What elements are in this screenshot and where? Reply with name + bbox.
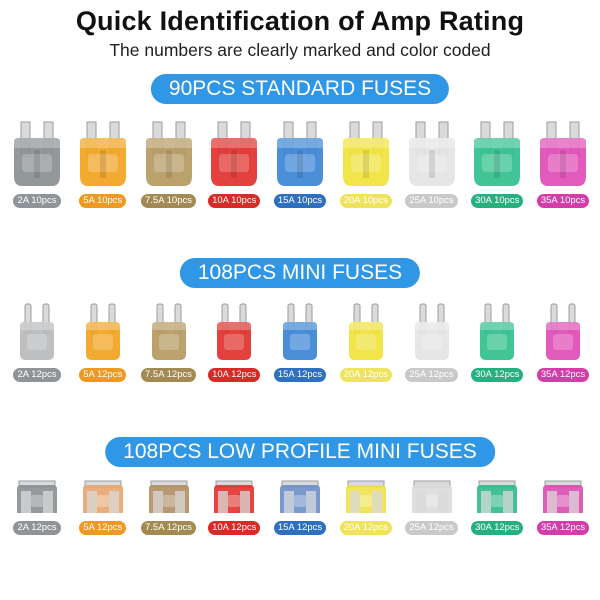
fuse-item: 25A 10pcs [401, 120, 463, 208]
fuse-rating-label: 10A 12pcs [208, 368, 261, 382]
page-subtitle: The numbers are clearly marked and color… [109, 40, 491, 60]
fuse-rating-label: 15A 12pcs [273, 368, 327, 382]
fuse-icon [210, 479, 258, 517]
fuse-icon [410, 302, 454, 364]
fuse-rating-label: 2A 12pcs [13, 521, 61, 535]
fuse-item: 30A 12pcs [466, 298, 528, 382]
fuse-rating-label: 10A 10pcs [208, 194, 261, 208]
fuse-icon [475, 302, 519, 364]
fuse-item: 5A 12pcs [72, 298, 134, 382]
fuse-icon [344, 302, 388, 364]
fuse-item: 20A 12pcs [335, 475, 397, 535]
fuse-icon [15, 302, 59, 364]
fuse-rating-label: 10A 12pcs [208, 521, 261, 535]
fuse-item: 2A 10pcs [6, 120, 68, 208]
fuse-rating-label: 25A 10pcs [405, 194, 458, 208]
fuse-icon [205, 120, 263, 190]
fuse-rating-label: 25A 12pcs [405, 368, 458, 382]
fuse-icon [539, 479, 587, 517]
fuse-item: 35A 12pcs [532, 475, 594, 535]
fuse-item: 35A 10pcs [532, 120, 594, 208]
fuse-rating-label: 35A 12pcs [536, 521, 590, 535]
page-title: Quick Identification of Amp Rating [75, 6, 525, 36]
fuse-rating-label: 20A 10pcs [339, 194, 392, 208]
fuse-icon [534, 120, 592, 190]
fuse-rating-label: 30A 12pcs [471, 368, 524, 382]
fuse-row-mini: 2A 12pcs 5A 12pcs 7.5A 12pcs 10A 12pcs 1… [6, 298, 594, 382]
fuse-rating-label: 30A 10pcs [471, 194, 524, 208]
fuse-icon [403, 120, 461, 190]
fuse-rating-label: 15A 12pcs [273, 521, 327, 535]
fuse-item: 15A 12pcs [269, 475, 331, 535]
fuse-item: 5A 12pcs [72, 475, 134, 535]
fuse-rating-label: 2A 10pcs [13, 194, 61, 208]
fuse-icon [74, 120, 132, 190]
fuse-item: 25A 12pcs [401, 298, 463, 382]
fuse-item: 10A 12pcs [203, 475, 265, 535]
fuse-rating-label: 20A 12pcs [339, 368, 392, 382]
fuse-icon [276, 479, 324, 517]
fuse-icon [337, 120, 395, 190]
fuse-item: 5A 10pcs [72, 120, 134, 208]
fuse-rating-label: 35A 10pcs [536, 194, 590, 208]
fuse-item: 30A 10pcs [466, 120, 528, 208]
fuse-rating-label: 25A 12pcs [405, 521, 458, 535]
fuse-icon [147, 302, 191, 364]
fuse-icon [468, 120, 526, 190]
fuse-icon [145, 479, 193, 517]
fuse-item: 7.5A 10pcs [138, 120, 200, 208]
fuse-rating-label: 20A 12pcs [339, 521, 392, 535]
fuse-item: 15A 10pcs [269, 120, 331, 208]
fuse-rating-label: 7.5A 10pcs [140, 194, 196, 208]
fuse-icon [13, 479, 61, 517]
fuse-icon [271, 120, 329, 190]
fuse-row-low-profile: 2A 12pcs 5A 12pcs 7.5A 12pcs 10A 12pcs 1… [6, 475, 594, 535]
section-banner-standard: 90PCS STANDARD FUSES [150, 74, 450, 104]
fuse-icon [541, 302, 585, 364]
fuse-item: 25A 12pcs [401, 475, 463, 535]
fuse-rating-label: 7.5A 12pcs [140, 521, 196, 535]
fuse-item: 20A 12pcs [335, 298, 397, 382]
fuse-item: 20A 10pcs [335, 120, 397, 208]
section-banner-mini: 108PCS MINI FUSES [179, 258, 421, 288]
fuse-item: 7.5A 12pcs [138, 298, 200, 382]
fuse-item: 2A 12pcs [6, 298, 68, 382]
fuse-rating-label: 5A 10pcs [79, 194, 127, 208]
section-banner-low-profile: 108PCS LOW PROFILE MINI FUSES [105, 437, 495, 467]
fuse-item: 10A 10pcs [203, 120, 265, 208]
fuse-icon [342, 479, 390, 517]
fuse-icon [8, 120, 66, 190]
fuse-rating-label: 5A 12pcs [79, 368, 127, 382]
fuse-icon [473, 479, 521, 517]
fuse-icon [408, 479, 456, 517]
fuse-item: 2A 12pcs [6, 475, 68, 535]
fuse-rating-label: 7.5A 12pcs [140, 368, 196, 382]
fuse-icon [79, 479, 127, 517]
fuse-rating-label: 2A 12pcs [13, 368, 61, 382]
fuse-icon [278, 302, 322, 364]
fuse-icon [81, 302, 125, 364]
fuse-rating-label: 35A 12pcs [536, 368, 590, 382]
fuse-row-standard: 2A 10pcs 5A 10pcs 7.5A 10pcs 10A 10pcs [6, 120, 594, 208]
fuse-icon [140, 120, 198, 190]
fuse-icon [212, 302, 256, 364]
fuse-rating-label: 5A 12pcs [79, 521, 127, 535]
fuse-item: 30A 12pcs [466, 475, 528, 535]
fuse-rating-label: 15A 10pcs [273, 194, 327, 208]
fuse-item: 7.5A 12pcs [138, 475, 200, 535]
fuse-rating-label: 30A 12pcs [471, 521, 524, 535]
fuse-item: 15A 12pcs [269, 298, 331, 382]
fuse-item: 35A 12pcs [532, 298, 594, 382]
fuse-item: 10A 12pcs [203, 298, 265, 382]
